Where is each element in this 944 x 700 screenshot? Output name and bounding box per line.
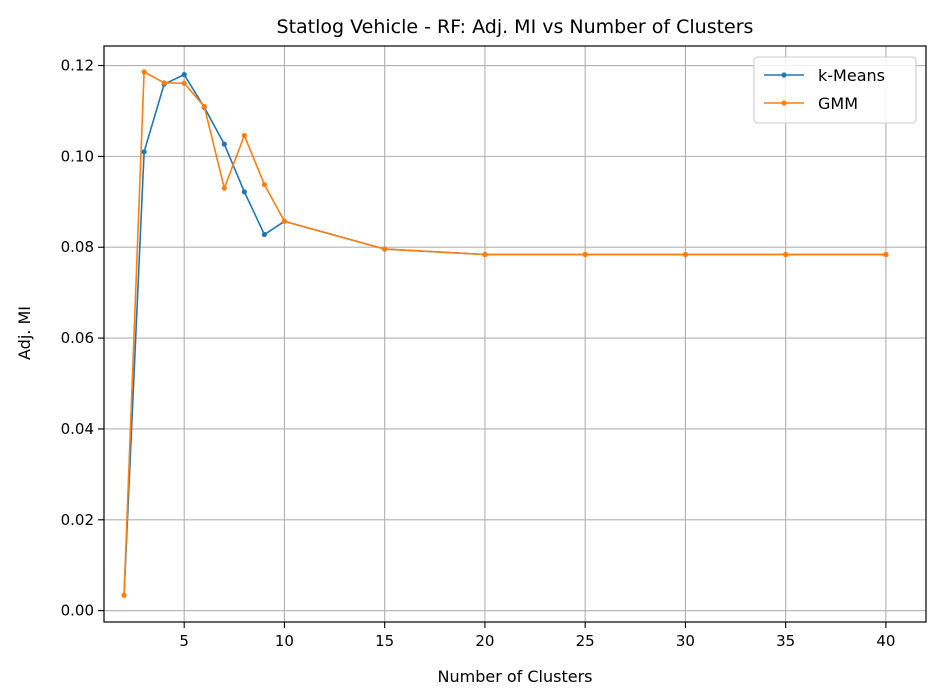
chart-title: Statlog Vehicle - RF: Adj. MI vs Number … xyxy=(277,16,754,38)
data-point xyxy=(201,103,207,110)
y-tick-label: 0.02 xyxy=(61,511,94,529)
data-point xyxy=(261,231,267,238)
data-point xyxy=(382,246,388,252)
series-line xyxy=(123,71,886,596)
ticks: 5 10 15 20 25 30 35 40 0.00 0.02 0.04 0.06 0.08 0.10 0… xyxy=(61,57,896,650)
data-point xyxy=(141,69,147,75)
y-axis-label: Adj. MI xyxy=(15,306,34,360)
x-tick-label: 5 xyxy=(179,632,189,650)
x-tick-label: 15 xyxy=(375,632,394,650)
data-point xyxy=(241,189,247,195)
data-point xyxy=(883,251,889,258)
legend-swatch-marker xyxy=(781,72,787,78)
data-point xyxy=(181,80,187,86)
grid xyxy=(104,46,926,622)
legend-swatch-marker xyxy=(781,100,787,106)
data-point xyxy=(241,132,247,139)
legend-label: GMM xyxy=(818,94,858,113)
data-point xyxy=(161,80,167,86)
data-point xyxy=(281,218,288,224)
data-point xyxy=(141,149,147,155)
x-tick-label: 40 xyxy=(876,632,895,650)
y-tick-label: 0.00 xyxy=(61,602,94,620)
legend-item: GMM xyxy=(764,94,858,113)
series-layer xyxy=(121,69,889,598)
legend-box xyxy=(753,56,917,124)
y-tick-label: 0.08 xyxy=(61,238,94,256)
x-tick-label: 25 xyxy=(576,632,595,650)
data-point xyxy=(261,181,267,188)
data-point xyxy=(181,72,187,78)
legend-label: k-Means xyxy=(818,66,885,85)
data-point xyxy=(582,251,588,258)
data-point xyxy=(783,251,789,258)
data-point xyxy=(221,141,227,147)
x-tick-label: 30 xyxy=(676,632,695,650)
x-tick-label: 20 xyxy=(475,632,494,650)
legend: k-Means GMM xyxy=(753,56,917,124)
data-point xyxy=(221,185,227,191)
data-point xyxy=(121,592,127,598)
series-k-means xyxy=(121,72,889,598)
series-gmm xyxy=(121,69,889,598)
y-tick-label: 0.12 xyxy=(61,57,94,75)
data-point xyxy=(682,251,689,258)
x-axis-label: Number of Clusters xyxy=(438,667,593,686)
y-tick-label: 0.04 xyxy=(61,420,94,438)
plot-frame xyxy=(103,45,927,623)
y-tick-label: 0.10 xyxy=(61,147,94,165)
x-tick-label: 35 xyxy=(776,632,795,650)
x-tick-label: 10 xyxy=(275,632,294,650)
legend-item: k-Means xyxy=(764,66,885,85)
data-point xyxy=(482,251,488,258)
y-tick-label: 0.06 xyxy=(61,329,94,347)
